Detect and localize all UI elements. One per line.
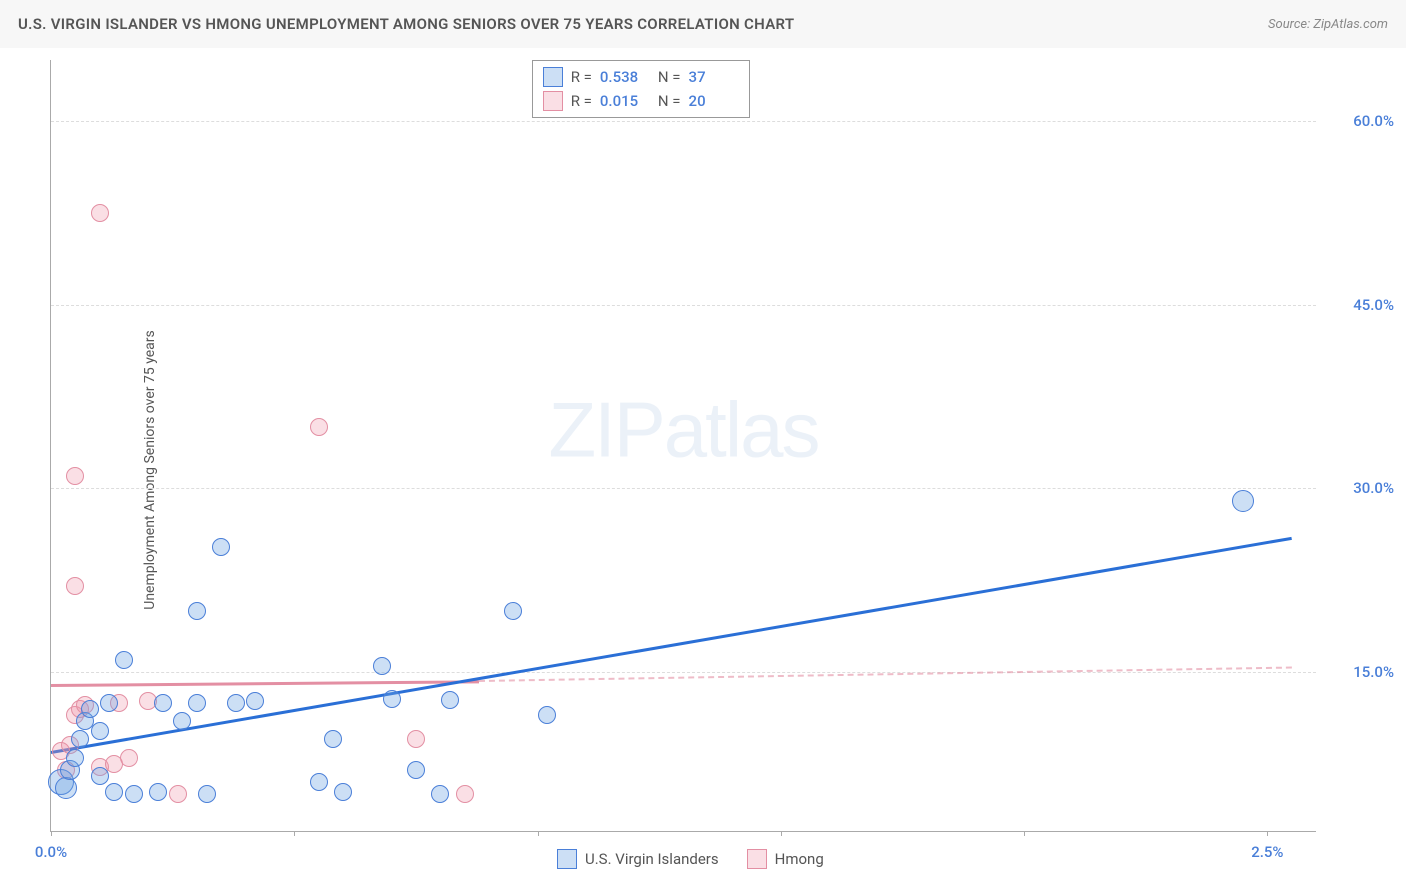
ytick-label: 45.0% (1324, 296, 1394, 314)
data-point-usvi (227, 694, 245, 712)
legend-swatch-blue (543, 67, 563, 87)
data-point-hmong (310, 418, 328, 436)
n-value-a: 37 (689, 68, 739, 86)
legend-item-b: Hmong (747, 849, 824, 869)
data-point-usvi (504, 602, 522, 620)
data-point-usvi (1232, 490, 1254, 512)
ytick-label: 60.0% (1324, 112, 1394, 130)
data-point-usvi (188, 694, 206, 712)
data-point-usvi (431, 785, 449, 803)
data-point-usvi (324, 730, 342, 748)
xtick (781, 831, 782, 836)
data-point-usvi (91, 767, 109, 785)
data-point-hmong (169, 785, 187, 803)
legend-label-b: Hmong (775, 850, 824, 868)
gridline (51, 121, 1316, 122)
data-point-hmong (91, 204, 109, 222)
watermark: ZIPatlas (548, 385, 818, 476)
chart-header: U.S. VIRGIN ISLANDER VS HMONG UNEMPLOYME… (0, 0, 1406, 48)
data-point-usvi (198, 785, 216, 803)
legend-row-b: R = 0.015 N = 20 (543, 89, 739, 113)
data-point-usvi (55, 777, 77, 799)
gridline (51, 672, 1316, 673)
n-value-b: 20 (689, 92, 739, 110)
legend-swatch-blue-icon (557, 849, 577, 869)
data-point-hmong (456, 785, 474, 803)
data-point-usvi (149, 783, 167, 801)
xtick (1267, 831, 1268, 836)
data-point-usvi (383, 690, 401, 708)
legend-swatch-pink (543, 91, 563, 111)
chart-source: Source: ZipAtlas.com (1268, 17, 1388, 32)
data-point-hmong (120, 749, 138, 767)
xtick-label: 2.5% (1251, 843, 1283, 861)
series-legend: U.S. Virgin Islanders Hmong (557, 849, 824, 869)
legend-row-a: R = 0.538 N = 37 (543, 65, 739, 89)
legend-label-a: U.S. Virgin Islanders (585, 850, 719, 868)
xtick (294, 831, 295, 836)
data-point-usvi (71, 730, 89, 748)
gridline (51, 305, 1316, 306)
chart-area: Unemployment Among Seniors over 75 years… (0, 48, 1406, 892)
data-point-usvi (188, 602, 206, 620)
trend-line (51, 537, 1292, 754)
data-point-usvi (246, 692, 264, 710)
legend-swatch-pink-icon (747, 849, 767, 869)
xtick (51, 831, 52, 836)
plot-region: ZIPatlas R = 0.538 N = 37 R = 0.015 N = … (50, 60, 1316, 832)
data-point-usvi (105, 783, 123, 801)
data-point-usvi (212, 538, 230, 556)
data-point-usvi (100, 694, 118, 712)
correlation-legend: R = 0.538 N = 37 R = 0.015 N = 20 (532, 60, 750, 118)
r-value-a: 0.538 (600, 68, 650, 86)
data-point-usvi (441, 691, 459, 709)
data-point-hmong (407, 730, 425, 748)
data-point-usvi (81, 700, 99, 718)
r-value-b: 0.015 (600, 92, 650, 110)
data-point-hmong (66, 467, 84, 485)
data-point-usvi (154, 694, 172, 712)
data-point-usvi (310, 773, 328, 791)
data-point-usvi (115, 651, 133, 669)
data-point-usvi (334, 783, 352, 801)
ytick-label: 30.0% (1324, 479, 1394, 497)
data-point-usvi (173, 712, 191, 730)
gridline (51, 488, 1316, 489)
xtick (538, 831, 539, 836)
chart-title: U.S. VIRGIN ISLANDER VS HMONG UNEMPLOYME… (18, 15, 794, 33)
data-point-usvi (373, 657, 391, 675)
data-point-usvi (538, 706, 556, 724)
data-point-hmong (66, 577, 84, 595)
data-point-usvi (125, 785, 143, 803)
legend-item-a: U.S. Virgin Islanders (557, 849, 719, 869)
ytick-label: 15.0% (1324, 663, 1394, 681)
trend-line (479, 667, 1292, 682)
xtick (1024, 831, 1025, 836)
data-point-usvi (91, 722, 109, 740)
data-point-usvi (407, 761, 425, 779)
trend-line (51, 680, 479, 687)
xtick-label: 0.0% (35, 843, 67, 861)
data-point-usvi (66, 749, 84, 767)
